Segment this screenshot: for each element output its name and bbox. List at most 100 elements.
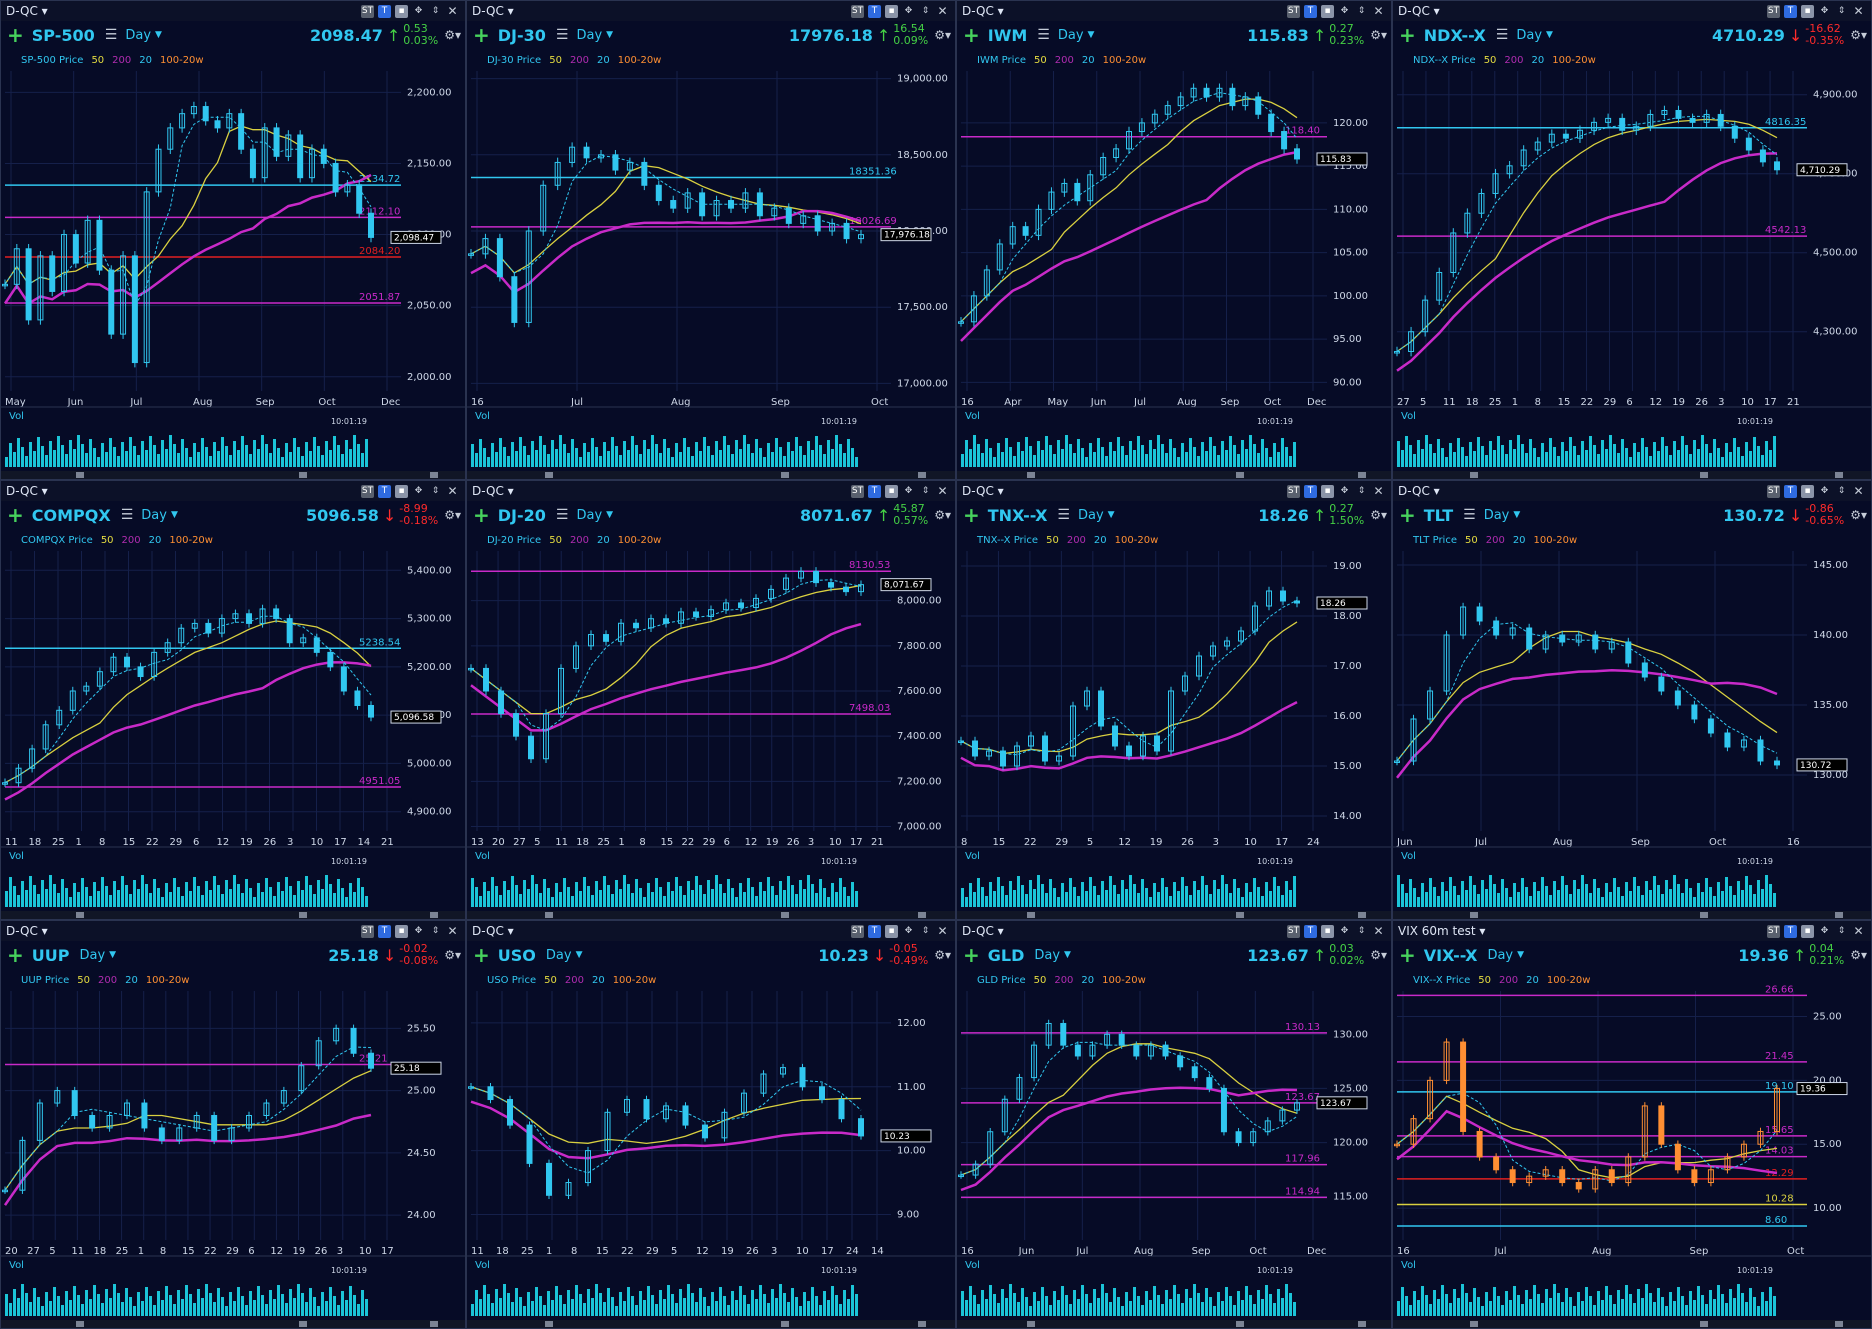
- scrollbar-thumb[interactable]: [545, 912, 553, 918]
- period-select[interactable]: Day: [545, 947, 572, 963]
- close-icon[interactable]: ✕: [1373, 923, 1384, 938]
- add-icon[interactable]: +: [1399, 943, 1416, 967]
- horizontal-scrollbar[interactable]: [1, 911, 465, 919]
- list-icon[interactable]: ☰: [120, 507, 134, 523]
- scrollbar-thumb[interactable]: [430, 472, 438, 478]
- symbol-label[interactable]: TLT: [1423, 505, 1454, 525]
- scrollbar-thumb[interactable]: [1700, 1321, 1708, 1327]
- close-icon[interactable]: ✕: [937, 923, 948, 938]
- period-select[interactable]: Day: [1034, 947, 1061, 963]
- chevron-down-icon[interactable]: ▼: [1546, 30, 1553, 40]
- close-icon[interactable]: ✕: [1853, 3, 1864, 18]
- add-icon[interactable]: +: [473, 23, 490, 47]
- scrollbar-thumb[interactable]: [76, 472, 84, 478]
- resize-icon[interactable]: ⇕: [431, 485, 440, 496]
- scrollbar-thumb[interactable]: [1236, 472, 1244, 478]
- close-icon[interactable]: ✕: [447, 3, 458, 18]
- scrollbar-thumb[interactable]: [1027, 1321, 1035, 1327]
- panel-source-label[interactable]: D-QC ▾: [6, 924, 48, 938]
- chevron-down-icon[interactable]: ▼: [1517, 950, 1525, 960]
- text-tool-icon[interactable]: T: [1784, 4, 1797, 18]
- symbol-label[interactable]: USO: [497, 945, 536, 965]
- resize-icon[interactable]: ⇕: [431, 5, 440, 16]
- resize-icon[interactable]: ⇕: [921, 5, 930, 16]
- scrollbar-thumb[interactable]: [430, 912, 438, 918]
- symbol-label[interactable]: VIX--X: [1423, 945, 1478, 965]
- panel-source-label[interactable]: D-QC ▾: [472, 484, 514, 498]
- add-icon[interactable]: +: [473, 503, 490, 527]
- move-icon[interactable]: ✥: [414, 5, 423, 16]
- symbol-label[interactable]: SP-500: [31, 25, 95, 45]
- resize-icon[interactable]: ⇕: [1357, 925, 1366, 936]
- save-icon[interactable]: ▪: [885, 484, 898, 498]
- symbol-label[interactable]: NDX--X: [1423, 25, 1486, 45]
- study-icon[interactable]: ST: [851, 4, 864, 18]
- chart-panel-sp-500[interactable]: D-QC ▾ ST T ▪ ✥ ⇕ ✕ + SP-500 ☰ Day ▼ 2098.47 ↑ 0.53 0.0…: [0, 0, 466, 480]
- symbol-label[interactable]: UUP: [31, 945, 70, 965]
- period-select[interactable]: Day: [576, 507, 603, 523]
- move-icon[interactable]: ✥: [1820, 925, 1829, 936]
- study-icon[interactable]: ST: [1287, 924, 1300, 938]
- settings-icon[interactable]: ⚙▾: [934, 28, 951, 42]
- scrollbar-thumb[interactable]: [1470, 1321, 1478, 1327]
- add-icon[interactable]: +: [963, 503, 980, 527]
- settings-icon[interactable]: ⚙▾: [934, 508, 951, 522]
- save-icon[interactable]: ▪: [1801, 484, 1814, 498]
- chevron-down-icon[interactable]: ▼: [155, 30, 162, 40]
- panel-source-label[interactable]: D-QC ▾: [472, 924, 514, 938]
- scrollbar-thumb[interactable]: [918, 1321, 926, 1327]
- move-icon[interactable]: ✥: [904, 485, 913, 496]
- scrollbar-thumb[interactable]: [1027, 912, 1035, 918]
- close-icon[interactable]: ✕: [1373, 483, 1384, 498]
- period-select[interactable]: Day: [1483, 507, 1510, 523]
- resize-icon[interactable]: ⇕: [921, 925, 930, 936]
- resize-icon[interactable]: ⇕: [431, 925, 440, 936]
- horizontal-scrollbar[interactable]: [1393, 911, 1871, 919]
- save-icon[interactable]: ▪: [885, 4, 898, 18]
- text-tool-icon[interactable]: T: [1304, 4, 1317, 18]
- scrollbar-thumb[interactable]: [1470, 912, 1478, 918]
- study-icon[interactable]: ST: [1767, 484, 1780, 498]
- symbol-label[interactable]: IWM: [987, 25, 1028, 45]
- move-icon[interactable]: ✥: [1340, 925, 1349, 936]
- resize-icon[interactable]: ⇕: [921, 485, 930, 496]
- chart-panel-compqx[interactable]: D-QC ▾ ST T ▪ ✥ ⇕ ✕ + COMPQX ☰ Day ▼ 5096.58 ↓ -8.99 -0…: [0, 480, 466, 920]
- scrollbar-thumb[interactable]: [918, 472, 926, 478]
- move-icon[interactable]: ✥: [414, 485, 423, 496]
- panel-source-label[interactable]: D-QC ▾: [6, 484, 48, 498]
- chevron-down-icon[interactable]: ▼: [575, 950, 583, 960]
- chart-panel-uso[interactable]: D-QC ▾ ST T ▪ ✥ ⇕ ✕ + USO Day ▼ 10.23 ↓ -0.05 -0.49% ⚙▾…: [466, 920, 956, 1329]
- save-icon[interactable]: ▪: [1801, 4, 1814, 18]
- horizontal-scrollbar[interactable]: [467, 911, 955, 919]
- symbol-label[interactable]: DJ-20: [497, 505, 546, 525]
- chevron-down-icon[interactable]: ▼: [606, 510, 614, 520]
- move-icon[interactable]: ✥: [1340, 5, 1349, 16]
- chart-panel-gld[interactable]: D-QC ▾ ST T ▪ ✥ ⇕ ✕ + GLD Day ▼ 123.67 ↑ 0.03 0.02% ⚙▾ G…: [956, 920, 1392, 1329]
- study-icon[interactable]: ST: [851, 924, 864, 938]
- chart-panel-dj-30[interactable]: D-QC ▾ ST T ▪ ✥ ⇕ ✕ + DJ-30 ☰ Day ▼ 17976.18 ↑ 16.54 0.…: [466, 0, 956, 480]
- text-tool-icon[interactable]: T: [1304, 484, 1317, 498]
- save-icon[interactable]: ▪: [395, 4, 408, 18]
- period-select[interactable]: Day: [141, 507, 167, 523]
- move-icon[interactable]: ✥: [1340, 485, 1349, 496]
- scrollbar-thumb[interactable]: [918, 912, 926, 918]
- scrollbar-thumb[interactable]: [1835, 1321, 1843, 1327]
- move-icon[interactable]: ✥: [904, 5, 913, 16]
- close-icon[interactable]: ✕: [937, 3, 948, 18]
- add-icon[interactable]: +: [1399, 23, 1416, 47]
- panel-source-label[interactable]: D-QC ▾: [6, 4, 48, 18]
- resize-icon[interactable]: ⇕: [1837, 5, 1846, 16]
- scrollbar-thumb[interactable]: [1358, 1321, 1366, 1327]
- save-icon[interactable]: ▪: [395, 924, 408, 938]
- settings-icon[interactable]: ⚙▾: [1850, 508, 1867, 522]
- scrollbar-thumb[interactable]: [1358, 912, 1366, 918]
- list-icon[interactable]: ☰: [555, 507, 569, 523]
- settings-icon[interactable]: ⚙▾: [444, 508, 461, 522]
- chart-panel-tnx-x[interactable]: D-QC ▾ ST T ▪ ✥ ⇕ ✕ + TNX--X ☰ Day ▼ 18.26 ↑ 0.27 1.50%…: [956, 480, 1392, 920]
- text-tool-icon[interactable]: T: [868, 924, 881, 938]
- period-select[interactable]: Day: [1487, 947, 1514, 963]
- scrollbar-thumb[interactable]: [299, 472, 307, 478]
- add-icon[interactable]: +: [963, 23, 980, 47]
- list-icon[interactable]: ☰: [1037, 27, 1050, 43]
- panel-source-label[interactable]: D-QC ▾: [962, 484, 1004, 498]
